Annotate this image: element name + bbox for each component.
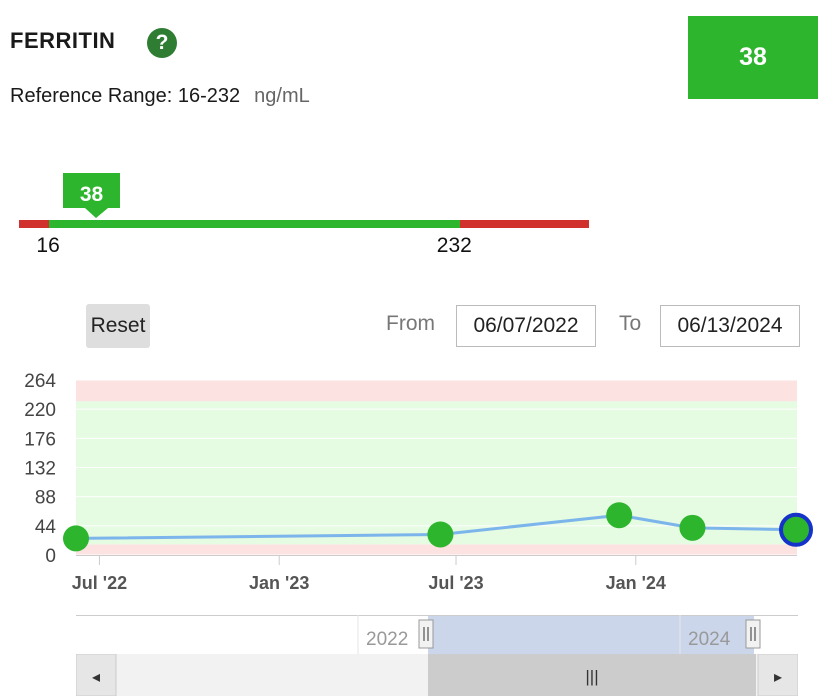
chart-series (63, 502, 813, 552)
value-marker: 38 (62, 173, 120, 218)
help-icon[interactable]: ? (147, 28, 177, 58)
x-tick-label: Jul '23 (428, 573, 483, 593)
test-title: FERRITIN (10, 28, 116, 53)
chart-scrollbar[interactable]: ◂ ||| ▸ (76, 654, 798, 696)
data-point (679, 514, 706, 541)
y-tick-label: 176 (24, 429, 56, 450)
unit-label: ng/mL (254, 85, 310, 107)
y-tick-label: 0 (45, 546, 56, 567)
scroll-right-icon: ▸ (774, 667, 782, 686)
data-point (606, 502, 633, 529)
chart-bands (76, 380, 797, 555)
scroll-grip-icon: ||| (585, 667, 598, 686)
from-label: From (386, 312, 435, 335)
value-marker-label: 38 (80, 183, 104, 206)
navigator-label-2024: 2024 (688, 629, 731, 650)
reference-range-bar (19, 220, 589, 228)
navigator-right-handle[interactable] (745, 619, 761, 649)
range-bar-high-segment (459, 220, 589, 228)
y-tick-label: 88 (35, 488, 56, 509)
y-axis: 264 220 176 132 88 44 0 (24, 371, 56, 567)
chart-band-2 (76, 380, 797, 402)
y-tick-label: 220 (24, 400, 56, 421)
range-low-label: 16 (36, 234, 60, 257)
range-bar-normal-segment (49, 220, 460, 228)
data-point-selected (779, 512, 813, 547)
scroll-right-button[interactable]: ▸ (757, 654, 798, 696)
scroll-thumb[interactable]: ||| (428, 654, 756, 696)
x-tick-label: Jul '22 (72, 573, 127, 593)
x-tick-label: Jan '24 (606, 573, 666, 593)
from-date-input[interactable] (456, 305, 596, 347)
current-value-badge: 38 (688, 16, 818, 99)
range-high-label: 232 (436, 234, 472, 257)
y-tick-label: 132 (24, 459, 56, 480)
chart-band-1 (76, 401, 797, 545)
data-point (427, 521, 454, 548)
y-tick-label: 44 (35, 517, 57, 538)
scroll-left-icon: ◂ (92, 667, 100, 686)
scroll-left-button[interactable]: ◂ (76, 654, 117, 696)
x-tick-label: Jan '23 (249, 573, 309, 593)
navigator-label-2022: 2022 (366, 629, 408, 650)
to-date-input[interactable] (660, 305, 800, 347)
reference-range-text: Reference Range: 16-232 (10, 85, 241, 107)
reference-range: Reference Range: 16-232 ng/mL (10, 85, 310, 108)
range-navigator[interactable]: 2022 2024 (76, 615, 798, 655)
y-tick-label: 264 (24, 371, 56, 392)
navigator-selection[interactable] (428, 616, 754, 655)
x-axis: Jul '22 Jan '23 Jul '23 Jan '24 (72, 555, 666, 593)
reset-button[interactable]: Reset (86, 304, 150, 348)
to-label: To (619, 312, 642, 335)
navigator-left-handle[interactable] (418, 619, 434, 649)
data-point (63, 525, 89, 552)
value-marker-flag (62, 173, 120, 218)
range-bar-low-segment (19, 220, 50, 228)
chart-band-0 (76, 544, 797, 555)
